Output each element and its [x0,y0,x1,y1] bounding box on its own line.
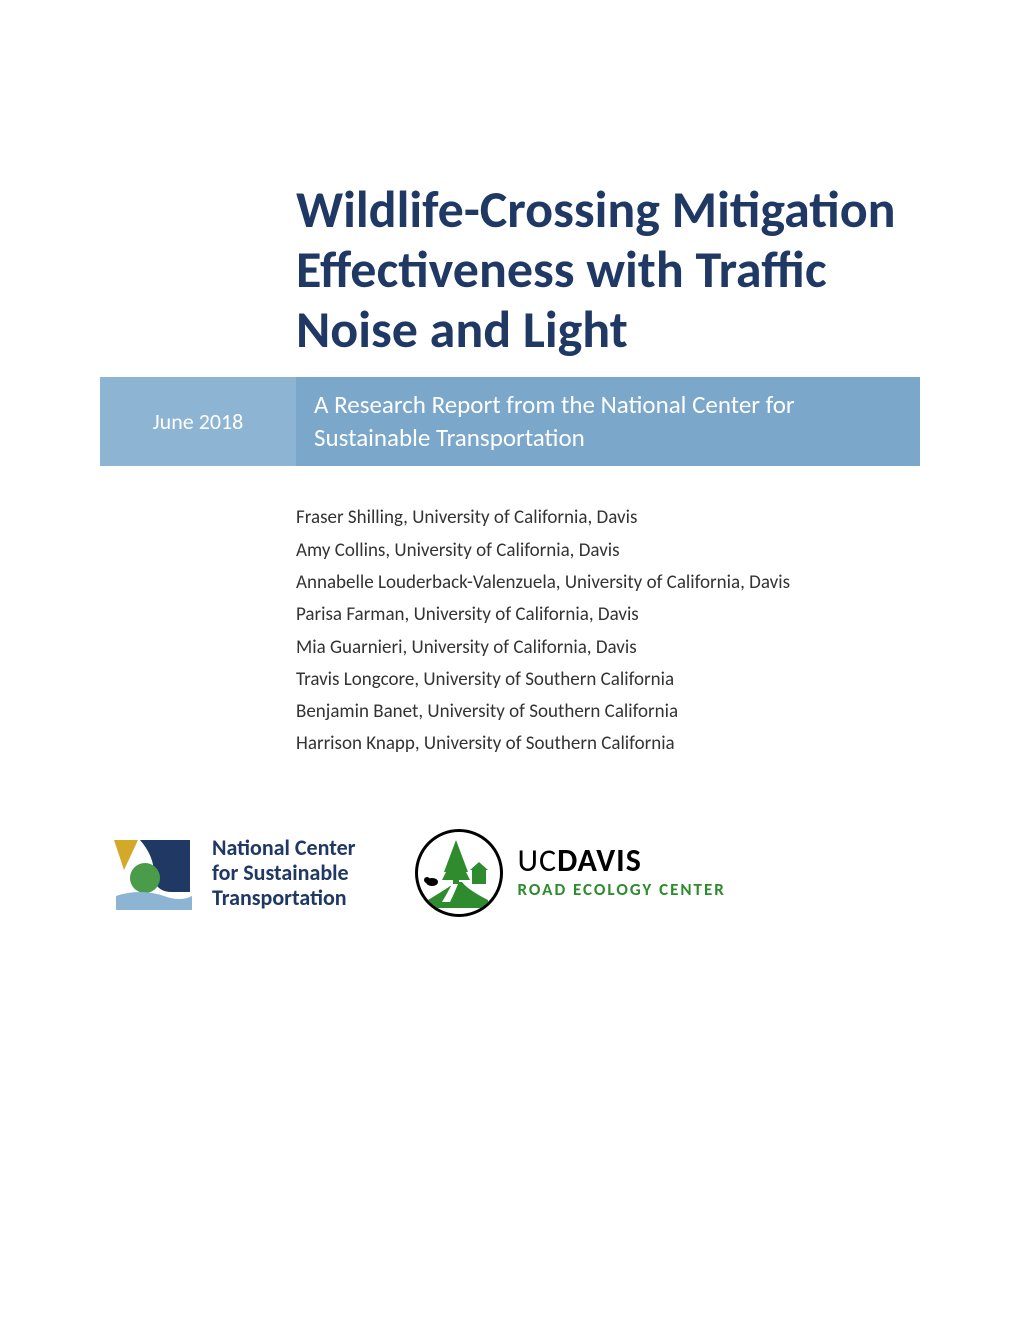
author-item: Benjamin Banet, University of Southern C… [296,696,920,728]
ncst-logo: National Center for Sustainable Transpor… [110,830,355,916]
author-item: Fraser Shilling, University of Californi… [296,502,920,534]
ncst-line1: National Center [212,835,355,860]
ncst-text: National Center for Sustainable Transpor… [212,835,355,911]
authors-list: Fraser Shilling, University of Californi… [296,502,920,760]
ucd-text: UCDAVIS ROAD ECOLOGY CENTER [517,845,725,900]
road-ecology-text: ROAD ECOLOGY CENTER [517,879,725,900]
logos-row: National Center for Sustainable Transpor… [100,829,920,917]
ncst-icon [110,830,196,916]
uc-text: UC [517,841,557,880]
author-item: Harrison Knapp, University of Southern C… [296,728,920,760]
date-box: June 2018 [100,377,296,466]
subtitle-box: A Research Report from the National Cent… [296,377,920,466]
ucd-road-ecology-icon [415,829,503,917]
ncst-line2: for Sustainable [212,860,355,885]
author-item: Parisa Farman, University of California,… [296,599,920,631]
davis-text: DAVIS [557,841,642,880]
ncst-line3: Transportation [212,885,355,910]
report-cover-page: Wildlife-Crossing Mitigation Effectivene… [0,0,1020,997]
ucd-davis-text: UCDAVIS [517,845,725,877]
author-item: Travis Longcore, University of Southern … [296,664,920,696]
ucd-logo: UCDAVIS ROAD ECOLOGY CENTER [415,829,725,917]
report-title: Wildlife-Crossing Mitigation Effectivene… [296,180,920,359]
author-item: Amy Collins, University of California, D… [296,535,920,567]
banner-row: June 2018 A Research Report from the Nat… [100,377,920,466]
author-item: Mia Guarnieri, University of California,… [296,632,920,664]
author-item: Annabelle Louderback-Valenzuela, Univers… [296,567,920,599]
